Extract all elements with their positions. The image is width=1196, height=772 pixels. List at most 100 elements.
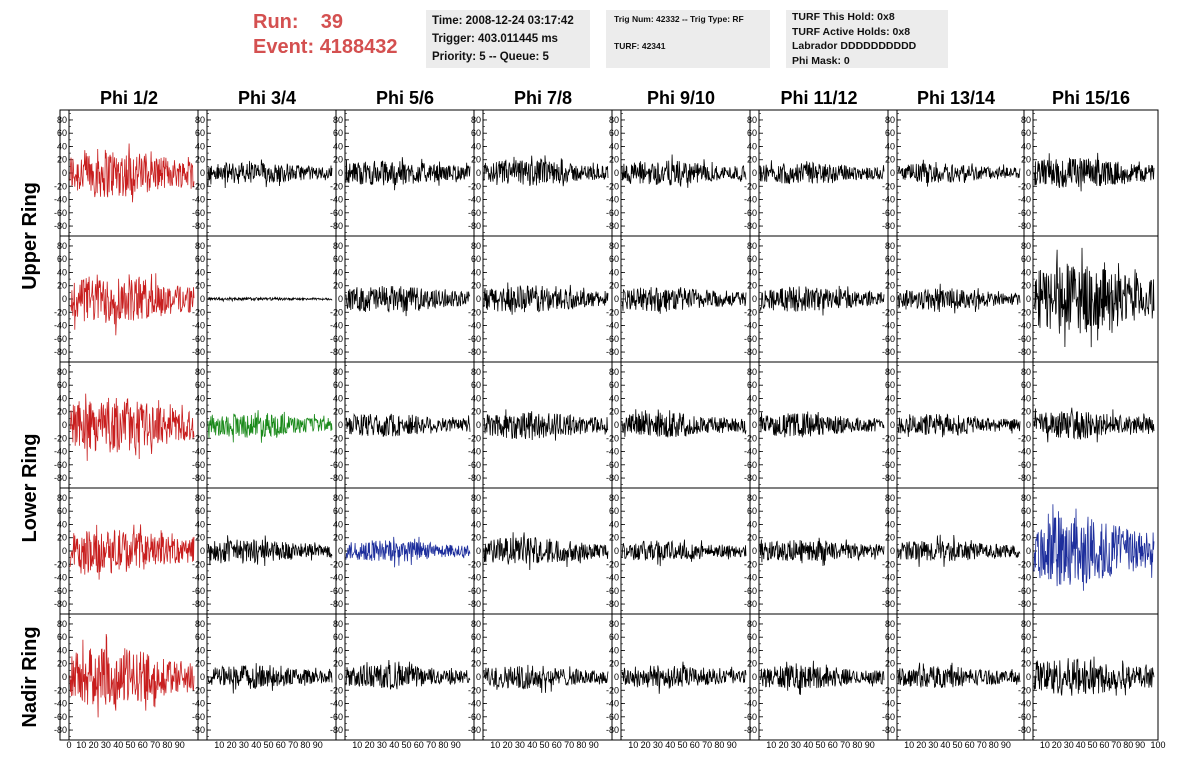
y-tick-label: 80 <box>1021 115 1031 125</box>
y-tick-label: -80 <box>54 473 67 483</box>
y-tick-label: 20 <box>195 659 205 669</box>
column-header: Phi 13/14 <box>917 88 995 108</box>
y-tick-label: -80 <box>744 221 757 231</box>
y-tick-label: 60 <box>195 380 205 390</box>
y-tick-label: 40 <box>885 141 895 151</box>
y-tick-label: -40 <box>1018 573 1031 583</box>
time-info-box: Time: 2008-12-24 03:17:42 Trigger: 403.0… <box>426 10 590 68</box>
y-tick-label: -40 <box>330 447 343 457</box>
y-tick-label: -60 <box>54 712 67 722</box>
y-tick-label: 80 <box>885 115 895 125</box>
y-tick-label: 40 <box>1021 267 1031 277</box>
x-tick-label: 30 <box>377 740 387 750</box>
waveform-trace <box>207 535 333 567</box>
turf-active-holds-text: TURF Active Holds: 0x8 <box>792 25 911 38</box>
x-tick-label: 70 <box>702 740 712 750</box>
y-tick-label: 80 <box>747 241 757 251</box>
x-tick-label: 90 <box>451 740 461 750</box>
x-tick-label: 80 <box>162 740 172 750</box>
y-tick-label: -40 <box>606 195 619 205</box>
y-tick-label: 60 <box>1021 380 1031 390</box>
y-tick-label: -20 <box>330 685 343 695</box>
y-tick-label: 20 <box>57 407 67 417</box>
y-tick-label: -80 <box>606 221 619 231</box>
y-tick-label: 20 <box>471 659 481 669</box>
y-tick-label: 80 <box>1021 367 1031 377</box>
y-tick-label: -20 <box>192 307 205 317</box>
x-tick-label: 70 <box>564 740 574 750</box>
waveform-trace <box>483 664 609 693</box>
y-tick-label: -80 <box>882 221 895 231</box>
y-tick-label: 0 <box>890 420 895 430</box>
x-tick-label: 40 <box>113 740 123 750</box>
y-tick-label: -20 <box>468 307 481 317</box>
waveform-trace <box>897 534 1021 567</box>
y-tick-label: 80 <box>609 367 619 377</box>
y-tick-label: -60 <box>1018 460 1031 470</box>
x-tick-label: 90 <box>589 740 599 750</box>
y-tick-label: 0 <box>476 672 481 682</box>
y-tick-label: 0 <box>1026 168 1031 178</box>
y-tick-label: -40 <box>882 321 895 331</box>
y-tick-label: -80 <box>882 599 895 609</box>
y-tick-label: 60 <box>609 632 619 642</box>
y-tick-label: -20 <box>1018 181 1031 191</box>
ring-label: Upper Ring <box>19 182 41 290</box>
y-tick-label: 0 <box>338 546 343 556</box>
waveform-trace <box>345 659 471 690</box>
y-tick-label: -60 <box>468 586 481 596</box>
y-tick-label: -60 <box>192 586 205 596</box>
y-tick-label: -60 <box>744 460 757 470</box>
x-tick-label: 20 <box>89 740 99 750</box>
y-tick-label: 60 <box>333 254 343 264</box>
y-tick-label: -60 <box>54 208 67 218</box>
y-tick-label: 40 <box>609 141 619 151</box>
panel-frame <box>1023 613 1159 741</box>
x-tick-label: 60 <box>965 740 975 750</box>
y-tick-label: -20 <box>606 685 619 695</box>
y-tick-label: 40 <box>747 267 757 277</box>
x-tick-label: 60 <box>690 740 700 750</box>
y-tick-label: 0 <box>1026 420 1031 430</box>
y-tick-label: 60 <box>1021 506 1031 516</box>
y-tick-label: -20 <box>1018 685 1031 695</box>
y-tick-label: -40 <box>468 195 481 205</box>
y-tick-label: -60 <box>192 208 205 218</box>
labrador-text: Labrador DDDDDDDDDD <box>792 40 917 52</box>
y-tick-label: 80 <box>195 115 205 125</box>
y-tick-label: -80 <box>192 473 205 483</box>
y-tick-label: 80 <box>885 619 895 629</box>
y-tick-label: -20 <box>330 181 343 191</box>
y-tick-label: -40 <box>54 699 67 709</box>
y-tick-label: 20 <box>609 407 619 417</box>
y-tick-label: 20 <box>885 407 895 417</box>
y-tick-label: 20 <box>57 533 67 543</box>
y-tick-label: -20 <box>882 181 895 191</box>
y-tick-label: 0 <box>476 168 481 178</box>
y-tick-label: 80 <box>333 367 343 377</box>
y-tick-label: 40 <box>57 267 67 277</box>
x-tick-label: 50 <box>125 740 135 750</box>
x-tick-label: 30 <box>515 740 525 750</box>
y-tick-label: -60 <box>330 334 343 344</box>
y-tick-label: 40 <box>609 519 619 529</box>
y-tick-label: 0 <box>476 546 481 556</box>
x-tick-label: 80 <box>714 740 724 750</box>
y-tick-label: -60 <box>468 712 481 722</box>
y-tick-label: 60 <box>333 128 343 138</box>
y-tick-label: -80 <box>468 599 481 609</box>
waveform-trace <box>69 393 195 461</box>
y-tick-label: 20 <box>1021 281 1031 291</box>
waveform-trace <box>897 413 1021 438</box>
y-tick-label: 60 <box>885 128 895 138</box>
y-tick-label: -40 <box>606 699 619 709</box>
y-tick-label: -40 <box>1018 321 1031 331</box>
x-tick-label: 90 <box>865 740 875 750</box>
waveform-trace <box>759 160 885 185</box>
y-tick-label: 60 <box>57 380 67 390</box>
waveform-trace <box>345 157 471 191</box>
y-tick-label: -80 <box>1018 599 1031 609</box>
y-tick-label: -80 <box>330 473 343 483</box>
run-line: Run: 39 <box>253 10 398 35</box>
